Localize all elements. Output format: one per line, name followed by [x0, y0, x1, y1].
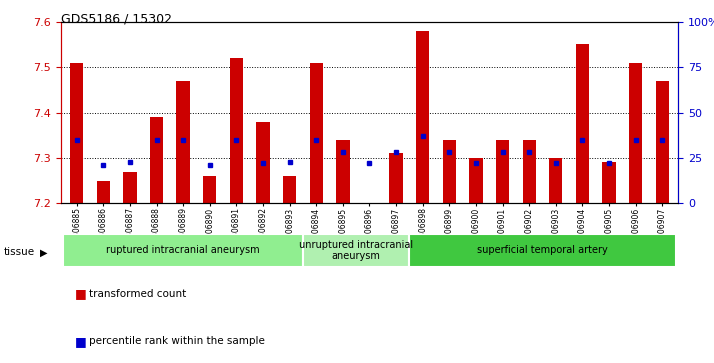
Text: ▶: ▶	[40, 247, 48, 257]
Text: transformed count: transformed count	[89, 289, 186, 299]
Bar	[256, 122, 270, 203]
Bar	[176, 81, 190, 203]
Bar	[655, 81, 669, 203]
Bar	[336, 140, 350, 203]
Bar	[575, 45, 589, 203]
Text: tissue: tissue	[4, 247, 35, 257]
Bar	[443, 140, 456, 203]
FancyBboxPatch shape	[409, 234, 675, 267]
Text: percentile rank within the sample: percentile rank within the sample	[89, 336, 265, 346]
Bar	[629, 63, 643, 203]
Text: ■: ■	[75, 335, 86, 348]
Text: superficial temporal artery: superficial temporal artery	[477, 245, 608, 256]
Bar	[549, 158, 563, 203]
Bar	[469, 158, 483, 203]
Bar	[150, 117, 164, 203]
Text: ruptured intracranial aneurysm: ruptured intracranial aneurysm	[106, 245, 260, 256]
Bar	[283, 176, 296, 203]
FancyBboxPatch shape	[303, 234, 409, 267]
FancyBboxPatch shape	[64, 234, 303, 267]
Text: unruptured intracranial
aneurysm: unruptured intracranial aneurysm	[299, 240, 413, 261]
Bar	[124, 172, 136, 203]
Bar	[603, 163, 615, 203]
Bar	[203, 176, 216, 203]
Bar	[416, 31, 429, 203]
Text: ■: ■	[75, 287, 86, 301]
Bar	[70, 63, 84, 203]
Bar	[310, 63, 323, 203]
Bar	[96, 181, 110, 203]
Bar	[230, 58, 243, 203]
Bar	[523, 140, 536, 203]
Text: GDS5186 / 15302: GDS5186 / 15302	[61, 13, 171, 26]
Bar	[496, 140, 509, 203]
Bar	[389, 154, 403, 203]
